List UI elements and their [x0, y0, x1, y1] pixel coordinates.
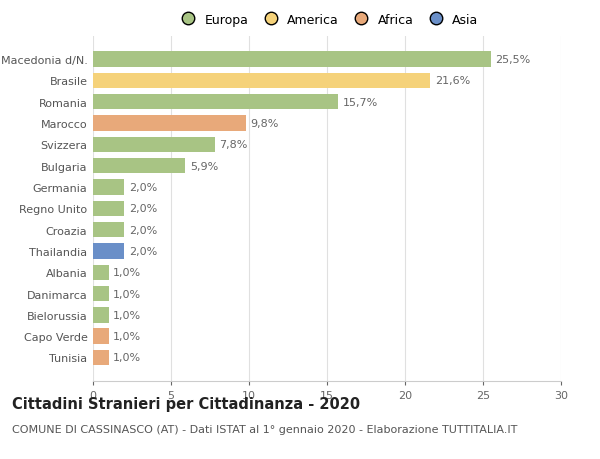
Text: 9,8%: 9,8%: [251, 119, 279, 129]
Bar: [93, 52, 491, 67]
Bar: [93, 116, 246, 131]
Bar: [93, 73, 430, 89]
Text: 7,8%: 7,8%: [220, 140, 248, 150]
Bar: [93, 329, 109, 344]
Bar: [93, 137, 215, 153]
Text: 2,0%: 2,0%: [129, 204, 157, 214]
Text: 2,0%: 2,0%: [129, 183, 157, 193]
Bar: [93, 286, 109, 302]
Text: 1,0%: 1,0%: [113, 331, 142, 341]
Bar: [93, 95, 338, 110]
Text: 15,7%: 15,7%: [343, 98, 378, 107]
Bar: [93, 201, 124, 217]
Legend: Europa, America, Africa, Asia: Europa, America, Africa, Asia: [170, 9, 484, 32]
Text: 5,9%: 5,9%: [190, 161, 218, 171]
Bar: [93, 223, 124, 238]
Text: 1,0%: 1,0%: [113, 289, 142, 299]
Bar: [93, 350, 109, 365]
Text: Cittadini Stranieri per Cittadinanza - 2020: Cittadini Stranieri per Cittadinanza - 2…: [12, 396, 360, 411]
Text: COMUNE DI CASSINASCO (AT) - Dati ISTAT al 1° gennaio 2020 - Elaborazione TUTTITA: COMUNE DI CASSINASCO (AT) - Dati ISTAT a…: [12, 424, 517, 434]
Text: 21,6%: 21,6%: [434, 76, 470, 86]
Text: 1,0%: 1,0%: [113, 268, 142, 278]
Text: 1,0%: 1,0%: [113, 310, 142, 320]
Text: 25,5%: 25,5%: [496, 55, 531, 65]
Text: 2,0%: 2,0%: [129, 246, 157, 257]
Bar: [93, 180, 124, 195]
Bar: [93, 308, 109, 323]
Text: 1,0%: 1,0%: [113, 353, 142, 363]
Text: 2,0%: 2,0%: [129, 225, 157, 235]
Bar: [93, 244, 124, 259]
Bar: [93, 159, 185, 174]
Bar: [93, 265, 109, 280]
